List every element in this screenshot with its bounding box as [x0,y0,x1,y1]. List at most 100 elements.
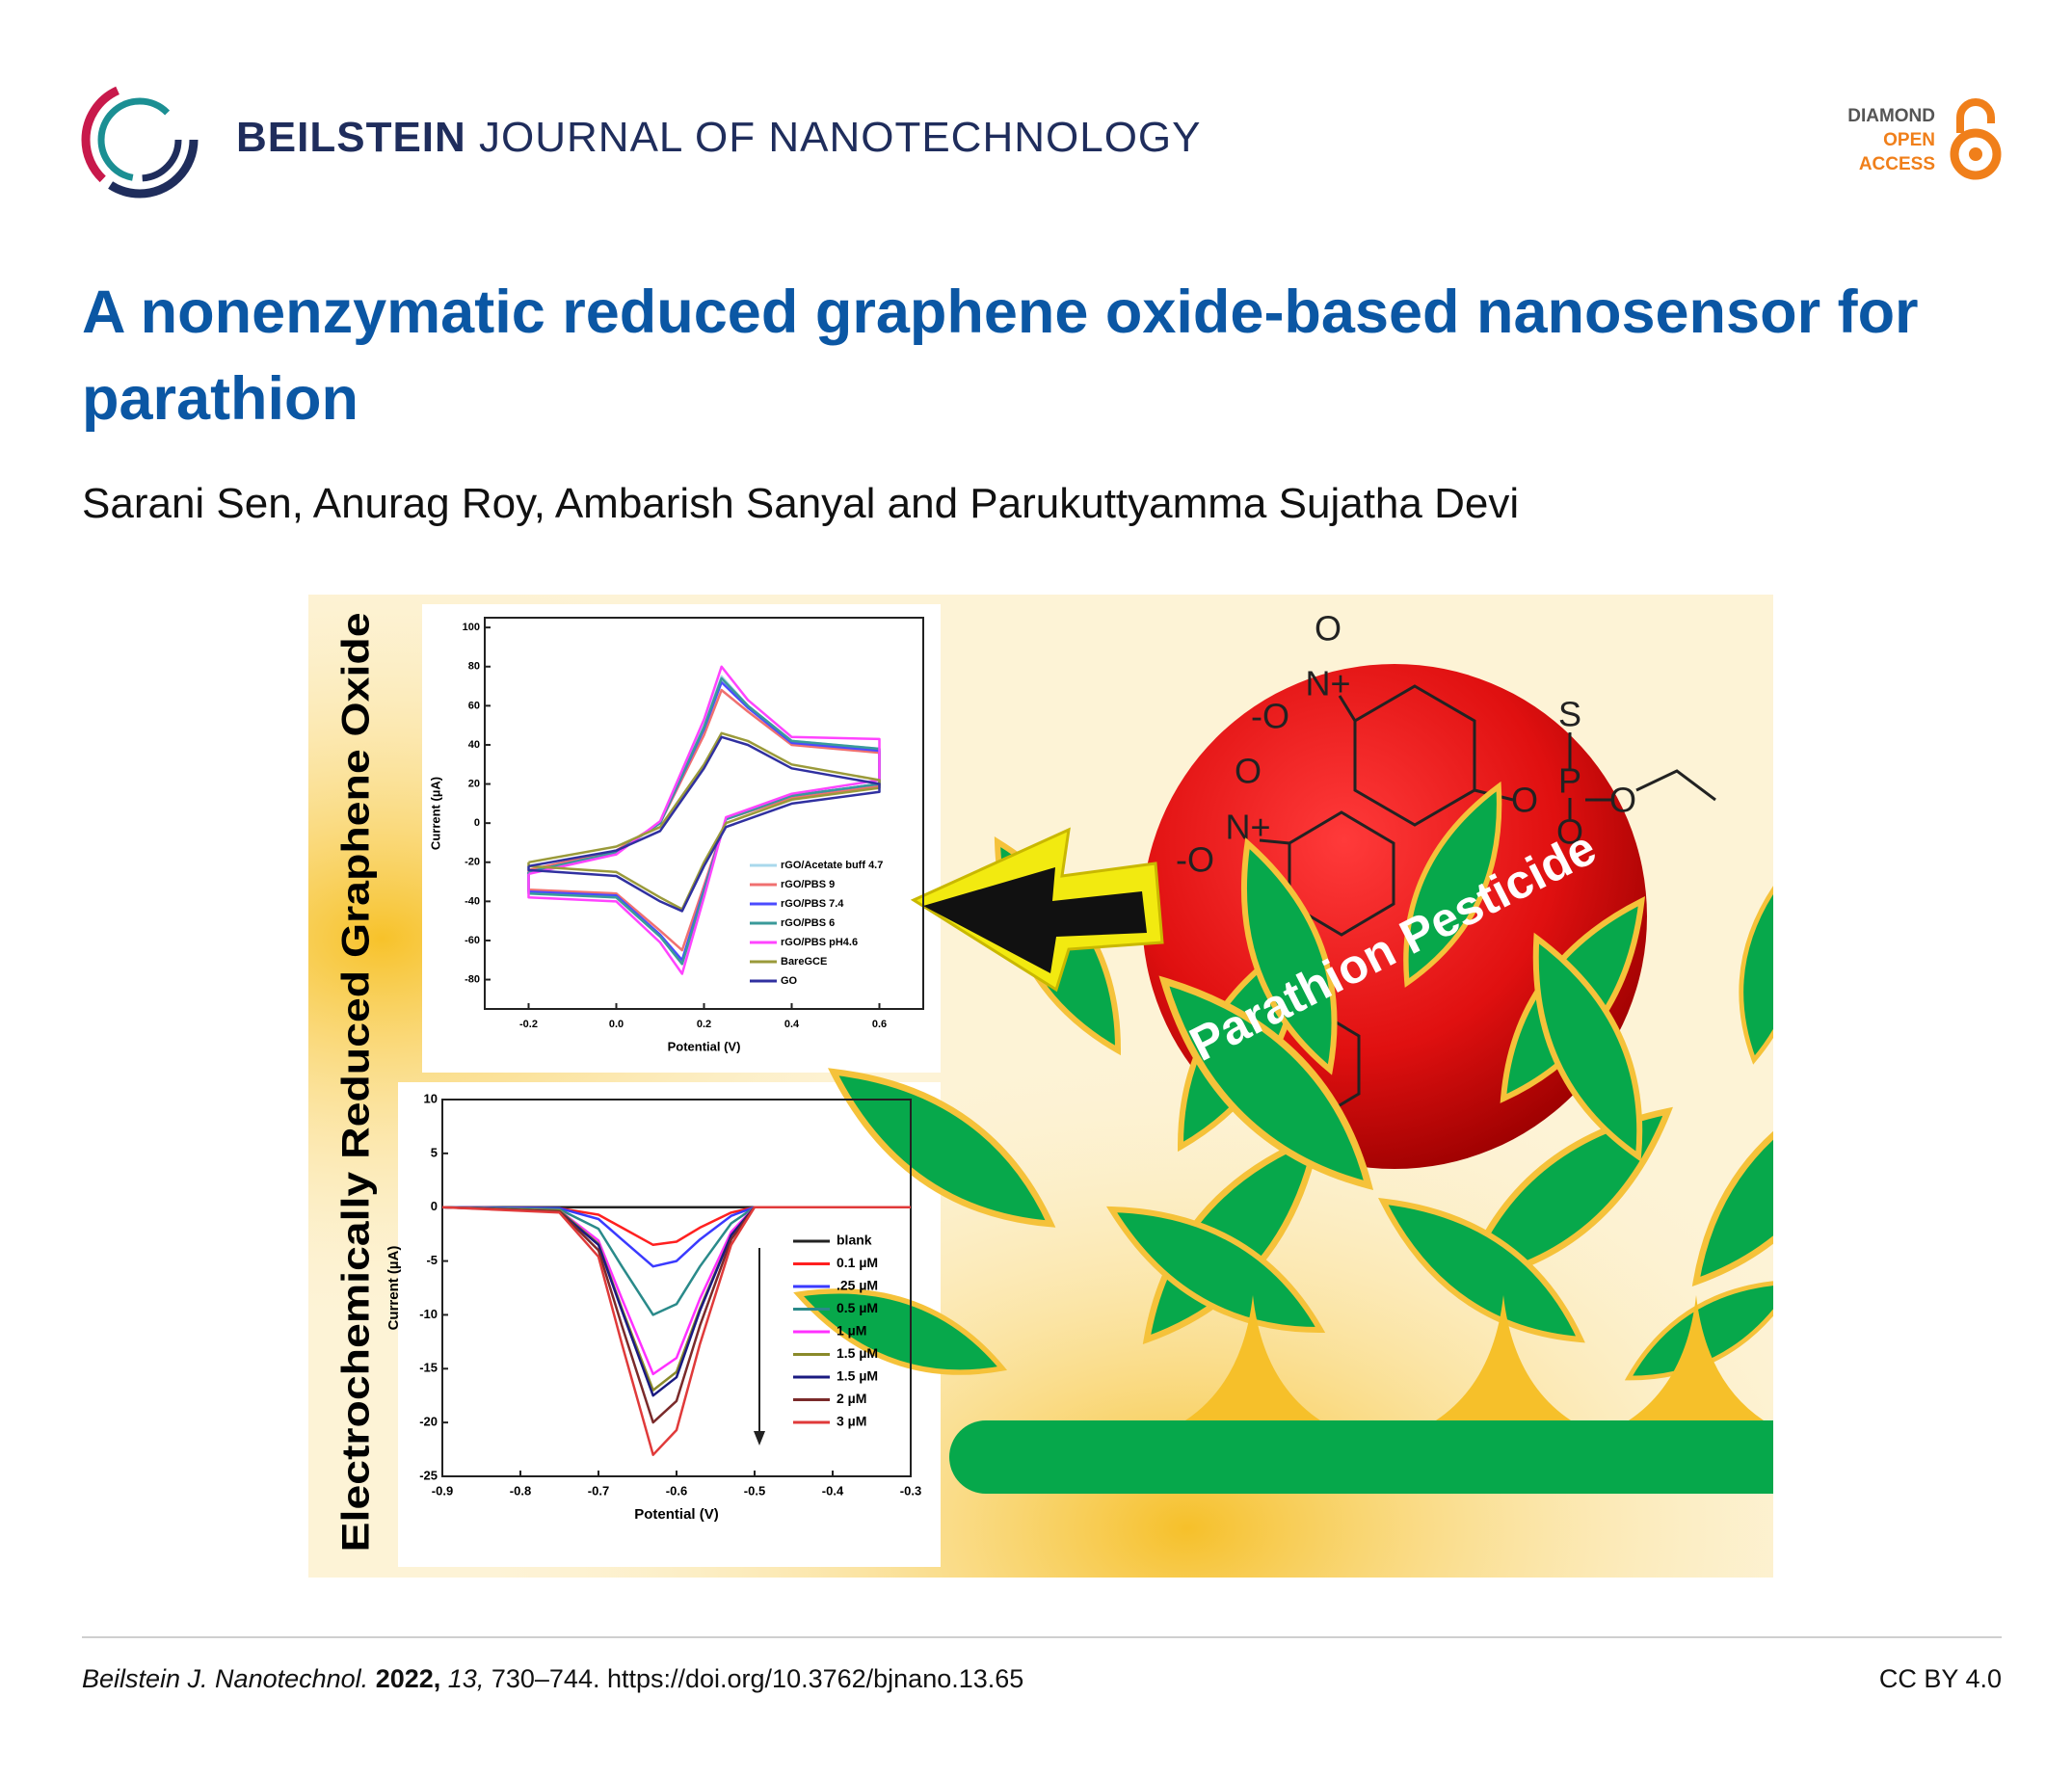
legend-label: 1 µM [837,1323,866,1339]
series-line [527,735,881,913]
logo-arc [81,81,199,199]
journal-rest: JOURNAL OF NANOTECHNOLOGY [479,114,1202,161]
atom-label: N+ [1305,664,1350,703]
x-tick-label: -0.5 [744,1483,765,1498]
journal-bold: BEILSTEIN [236,114,466,161]
atom-label: -O [1251,697,1289,736]
atom-label: O [1556,812,1583,852]
series-line [441,1206,911,1316]
volume: 13, [447,1664,485,1693]
legend-label: rGO/PBS 7.4 [781,898,844,910]
y-tick-label: 0 [431,1199,438,1213]
badge-line: OPEN [1883,130,1935,150]
license: CC BY 4.0 [1878,1664,2002,1693]
y-tick-label: -40 [465,895,480,907]
badge-line: ACCESS [1858,154,1935,174]
leaf [1240,837,1338,1075]
x-tick-label: -0.8 [510,1483,531,1498]
y-tick-label: 80 [468,661,480,673]
y-tick-label: 100 [463,622,480,633]
atom-label: O [1609,781,1636,820]
x-tick-label: -0.3 [900,1483,921,1498]
x-tick-label: -0.4 [822,1483,844,1498]
leaf [1158,975,1374,1191]
leaf [1532,932,1643,1162]
journal-abbrev: Beilstein J. Nanotechnol. [82,1664,369,1693]
legend-label: 1.5 µM [837,1345,878,1361]
y-tick-label: 40 [468,739,480,751]
logo-arc [97,97,182,182]
x-tick-label: -0.2 [519,1019,538,1030]
y-axis-label: Current (µA) [385,1246,402,1331]
legend-label: blank [837,1233,872,1248]
journal-logo [81,81,199,199]
series-line [441,1206,911,1247]
y-tick-label: 20 [468,778,480,789]
plants [793,781,1773,1420]
year: 2022, [375,1664,441,1693]
y-tick-label: -15 [419,1361,438,1375]
leaf-gap [1185,1295,1320,1420]
legend-label: .25 µM [837,1278,878,1293]
y-tick-label: -80 [465,973,480,985]
legend-label: 3 µM [837,1414,866,1429]
x-tick-label: 0.0 [609,1019,624,1030]
y-tick-label: 60 [468,700,480,711]
series-line [441,1206,911,1397]
leaf-gap [1436,1295,1571,1420]
side-label: Electrochemically Reduced Graphene Oxide [335,613,378,1552]
legend-label: 2 µM [837,1391,866,1406]
legend-label: rGO/Acetate buff 4.7 [781,860,883,871]
series-line [441,1206,911,1424]
y-tick-label: 0 [474,817,480,829]
authors: Sarani Sen, Anurag Roy, Ambarish Sanyal … [82,480,1520,527]
leaf [1739,865,1773,1065]
y-tick-label: 5 [431,1145,438,1159]
lock-dot [1969,147,1982,161]
atom-label: O [1235,752,1262,791]
leaf [1459,1106,1673,1286]
footer-rule [82,1636,2002,1638]
legend-label: 0.5 µM [837,1300,878,1315]
leaf [828,1068,1056,1228]
logo-arc [81,81,199,199]
legend-label: 0.1 µM [837,1255,878,1270]
x-tick-label: -0.9 [432,1483,453,1498]
citation: Beilstein J. Nanotechnol. 2022, 13, 730–… [82,1664,1023,1694]
y-tick-label: -60 [465,935,480,946]
legend-label: rGO/PBS 9 [781,879,835,890]
x-tick-label: 0.4 [784,1019,800,1030]
leaf-gap [1629,1295,1764,1420]
legend-label: 1.5 µM [837,1368,878,1384]
pages-doi: 730–744. https://doi.org/10.3762/bjnano.… [491,1664,1024,1693]
leaf [1106,1206,1326,1334]
ground [949,1420,1773,1494]
x-axis-label: Potential (V) [634,1506,719,1523]
series-line [441,1206,911,1268]
x-axis-label: Potential (V) [668,1039,741,1053]
y-tick-label: -20 [419,1415,438,1429]
open-access-icon [1950,98,2002,180]
series-line [441,1206,911,1456]
legend-label: BareGCE [781,956,827,968]
legend-label: rGO/PBS pH4.6 [781,937,858,948]
arrow-shadow [923,867,1147,973]
article-title: A nonenzymatic reduced graphene oxide-ba… [82,278,1919,433]
y-tick-label: -20 [465,857,480,868]
trend-arrowhead [754,1431,765,1445]
legend-label: GO [781,975,798,987]
leaf [1403,781,1502,988]
y-tick-label: -25 [419,1468,438,1482]
y-axis-label: Current (µA) [428,777,442,850]
logo-arc [97,97,182,182]
atom-label: O [1511,781,1538,820]
x-tick-label: -0.6 [666,1483,687,1498]
y-tick-label: -5 [426,1253,438,1267]
x-tick-label: 0.2 [697,1019,711,1030]
legend-label: rGO/PBS 6 [781,917,835,929]
graphical-abstract: Electrochemically Reduced Graphene Oxide… [308,595,1773,1578]
open-access-badge: DIAMOND OPEN ACCESS [1847,104,1935,176]
leaf [793,1288,1008,1375]
